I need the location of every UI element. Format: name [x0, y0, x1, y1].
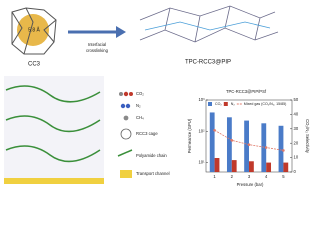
cage-illustration	[11, 7, 57, 55]
y2-tick-label: 10	[294, 155, 299, 160]
y2-axis-label: CO₂/N₂ Selectivity	[305, 119, 310, 154]
bar	[261, 123, 267, 172]
legend-text: RCC3 cage	[136, 131, 158, 136]
bar	[231, 160, 237, 172]
legend-text: N₂	[136, 103, 141, 108]
bar	[244, 120, 249, 172]
y-tick-label: 10¹	[198, 160, 205, 165]
bar	[214, 158, 220, 172]
selectivity-point	[264, 146, 268, 149]
y2-tick-label: 20	[294, 140, 299, 145]
selectivity-point	[213, 128, 216, 132]
arrow-head	[116, 26, 126, 38]
x-tick-label: 1	[213, 174, 216, 179]
y2-tick-label: 50	[294, 97, 299, 102]
legend-text: N₂	[231, 102, 236, 106]
y-axis-label: Permeance (GPU)	[187, 118, 192, 153]
x-tick-label: 5	[282, 174, 285, 179]
legend-text: CO₂	[215, 102, 222, 106]
membrane-illustration	[4, 76, 104, 184]
legend-icons	[117, 91, 133, 178]
y2-tick-label: 30	[294, 126, 299, 131]
page: {"figure": { "cage_size": "5.8 Å", "cage…	[4, 5, 310, 188]
x-tick-label: 2	[231, 174, 234, 179]
process-label: Interfacial	[88, 42, 106, 47]
bar	[283, 162, 289, 172]
cage-size: 5.8 Å	[28, 26, 40, 33]
legend-text: Mixed gas (CO₂/N₂, 15/85)	[244, 102, 287, 106]
legend-text: Polyamide chain	[136, 153, 167, 158]
cage-name: CC3	[28, 62, 41, 68]
y2-tick-label: 40	[294, 112, 299, 117]
legend-swatch	[223, 102, 228, 106]
selectivity-point	[247, 143, 251, 146]
selectivity-point	[282, 149, 285, 152]
process-label: crosslinking	[86, 48, 109, 53]
y-tick-label: 10²	[198, 128, 205, 133]
selectivity-point	[230, 139, 234, 142]
bar	[226, 117, 232, 172]
product-label: TPC-RCC3@PIP	[185, 60, 231, 66]
figure: 5.8 Å CC3 Interfacial crosslinking TPC-R…	[4, 5, 310, 187]
legend-text: Transport channel	[136, 171, 170, 176]
network-illustration	[139, 5, 279, 43]
x-tick-label: 3	[248, 174, 251, 179]
y2-tick-label: 0	[294, 169, 297, 174]
legend-text: CO₂	[136, 91, 144, 96]
legend-text: CH₄	[136, 115, 144, 120]
bar	[249, 161, 254, 172]
bar	[266, 162, 272, 172]
legend-swatch	[208, 102, 212, 106]
x-tick-label: 4	[265, 174, 268, 179]
bar	[209, 112, 215, 172]
bar	[278, 125, 284, 172]
x-axis-label: Pressure (bar)	[237, 182, 264, 187]
chart-title: TPC-RCC3@PIP/PSf	[226, 89, 267, 94]
y-tick-label: 10³	[198, 97, 205, 102]
